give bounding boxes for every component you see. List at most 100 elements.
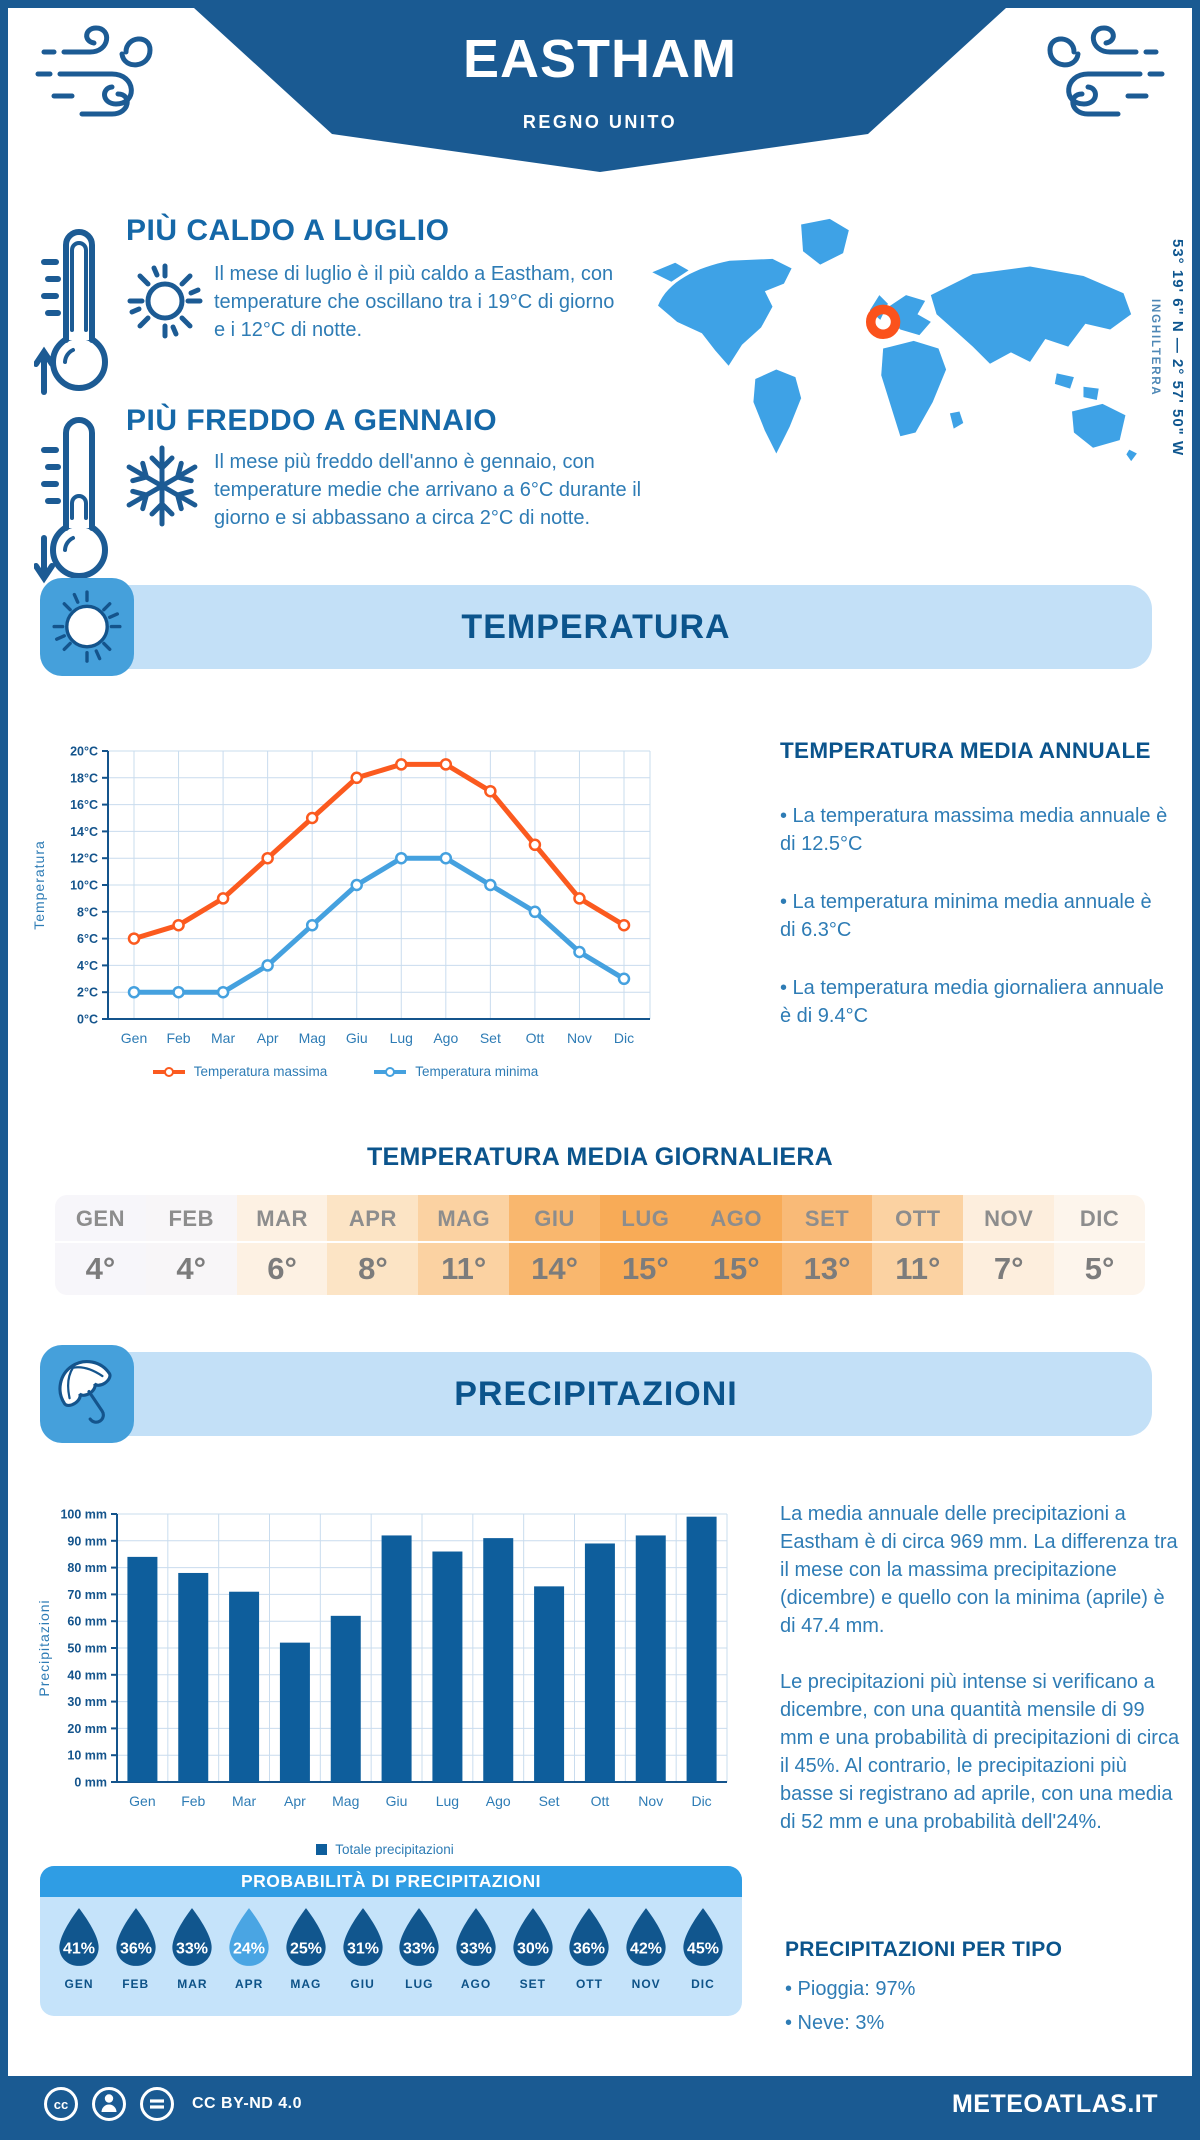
svg-text:36%: 36% (573, 1941, 605, 1958)
svg-text:2°C: 2°C (77, 986, 98, 1000)
daily-temp-month: MAG (418, 1195, 510, 1243)
hottest-month-title: PIÙ CALDO A LUGLIO (126, 214, 450, 247)
temperature-section-title: TEMPERATURA (40, 585, 1152, 669)
daily-temp-month: NOV (963, 1195, 1055, 1243)
svg-text:90 mm: 90 mm (67, 1534, 107, 1548)
daily-temp-value: 11° (895, 1251, 941, 1286)
page-subtitle: REGNO UNITO (522, 112, 678, 132)
probability-month-label: AGO (460, 1977, 492, 1991)
thermometer-down-icon (34, 417, 108, 584)
daily-temp-cell: GEN 4° (55, 1195, 146, 1295)
annual-max-bullet: • La temperatura massima media annuale è… (780, 805, 1168, 855)
hottest-month-text: Il mese di luglio è il più caldo a Easth… (214, 263, 615, 341)
precipitation-types-title: PRECIPITAZIONI PER TIPO (785, 1938, 1063, 1961)
precipitation-bar-chart: 0 mm 10 mm 20 mm 30 mm 40 mm 50 mm 60 mm 70 mm 8… (36, 1508, 728, 1809)
daily-temp-month: LUG (599, 1195, 691, 1243)
temperature-line-chart: 0°C 2°C 4°C 6°C 8°C 10°C 12°C 14°C 16°C 18°C 20°C G… (31, 745, 651, 1046)
legend-item: Totale precipitazioni (316, 1842, 454, 1857)
svg-text:80 mm: 80 mm (67, 1561, 107, 1575)
precipitation-chart-legend: Totale precipitazioni (35, 1842, 735, 1857)
daily-temp-cell: NOV 7° (963, 1195, 1055, 1295)
daily-temp-month: APR (327, 1195, 419, 1243)
rain-type-item: • Pioggia: 97% (785, 1978, 916, 2000)
svg-text:60 mm: 60 mm (67, 1615, 107, 1629)
probability-month-label: DIC (691, 1977, 715, 1991)
svg-text:16°C: 16°C (70, 798, 98, 812)
probability-month-label: GEN (64, 1977, 94, 1991)
daily-temp-value: 4° (85, 1251, 116, 1286)
probability-drop: 33% MAR (165, 1906, 219, 1991)
svg-text:50 mm: 50 mm (67, 1642, 107, 1656)
legend-item: Temperatura minima (373, 1064, 538, 1079)
probability-drop: 24% APR (222, 1906, 276, 1991)
probability-month-label: NOV (631, 1977, 661, 1991)
svg-text:Dic: Dic (614, 1030, 634, 1046)
svg-text:Ago: Ago (433, 1030, 458, 1046)
cc-by-person-icon (92, 2087, 126, 2121)
svg-text:45%: 45% (687, 1941, 719, 1958)
daily-temp-value: 14° (531, 1251, 578, 1286)
probability-drop: 42% NOV (619, 1906, 673, 1991)
daily-temp-cell: APR 8° (327, 1195, 419, 1295)
svg-text:36%: 36% (120, 1941, 152, 1958)
daily-temp-value: 6° (267, 1251, 297, 1286)
svg-text:Lug: Lug (390, 1030, 413, 1046)
svg-text:0°C: 0°C (77, 1013, 98, 1027)
annual-daily-bullet: • La temperatura media giornaliera annua… (780, 977, 1164, 1027)
daily-temp-month: MAR (236, 1195, 328, 1243)
footer: cc CC BY-ND 4.0 METEOATLAS.IT (8, 2076, 1192, 2132)
water-drop-icon: 41% (59, 1908, 99, 1966)
svg-text:8°C: 8°C (77, 905, 98, 919)
svg-text:70 mm: 70 mm (67, 1588, 107, 1602)
precipitation-types-block: PRECIPITAZIONI PER TIPO • Pioggia: 97% •… (785, 1938, 1062, 2040)
daily-temp-cell: GIU 14° (509, 1195, 600, 1295)
world-map (652, 218, 1137, 462)
svg-text:Apr: Apr (284, 1793, 306, 1809)
daily-temperature-table: GEN 4° FEB 4° MAR 6° APR 8° MAG 11° GIU 14° LUG 15° AG… (55, 1195, 1145, 1295)
svg-text:33%: 33% (460, 1941, 492, 1958)
sun-icon (127, 263, 203, 339)
probability-month-label: APR (234, 1977, 264, 1991)
probability-drop: 41% GEN (52, 1906, 106, 1991)
daily-temp-cell: MAR 6° (236, 1195, 328, 1295)
svg-text:10 mm: 10 mm (67, 1749, 107, 1763)
svg-text:Giu: Giu (346, 1030, 368, 1046)
svg-text:6°C: 6°C (77, 932, 98, 946)
precipitation-paragraph: La media annuale delle precipitazioni a … (780, 1503, 1178, 1637)
daily-temp-value: 15° (621, 1251, 669, 1286)
svg-text:Temperatura: Temperatura (31, 840, 47, 930)
temperature-chart-legend: Temperatura massima Temperatura minima (30, 1064, 660, 1079)
cc-nd-icon (140, 2087, 174, 2121)
daily-temp-month: AGO (690, 1195, 782, 1243)
site-logo: METEOATLAS.IT (951, 2089, 1158, 2118)
legend-item: Temperatura massima (152, 1064, 327, 1079)
svg-text:0 mm: 0 mm (74, 1776, 107, 1790)
probability-month-label: GIU (350, 1977, 375, 1991)
snowflake-icon (126, 445, 198, 527)
legend-label: Temperatura minima (415, 1064, 539, 1079)
coldest-month-text: Il mese più freddo dell'anno è gennaio, … (214, 451, 642, 529)
legend-label: Totale precipitazioni (335, 1842, 454, 1857)
probability-month-label: MAG (290, 1977, 322, 1991)
probability-drop: 33% AGO (449, 1906, 503, 1991)
cc-icon: cc (44, 2087, 78, 2121)
precipitation-section-title: PRECIPITAZIONI (40, 1352, 1152, 1436)
legend-marker (152, 1066, 185, 1077)
svg-text:100 mm: 100 mm (60, 1508, 107, 1522)
daily-temp-cell: LUG 15° (599, 1195, 691, 1295)
location-marker (865, 304, 901, 339)
svg-text:30 mm: 30 mm (67, 1695, 107, 1709)
probability-drops-row: 41% GEN 36% FEB 33% MAR 24% APR 25% MAG 31% GIU 33% L… (40, 1897, 742, 1991)
water-drop-icon: 30% (513, 1908, 553, 1966)
water-drop-icon: 36% (116, 1908, 156, 1966)
daily-temp-value: 4° (176, 1251, 207, 1286)
svg-text:Ott: Ott (526, 1030, 545, 1046)
svg-text:10°C: 10°C (70, 879, 98, 893)
wind-icon (35, 25, 153, 117)
daily-temp-month: DIC (1054, 1195, 1145, 1243)
daily-temp-value: 11° (441, 1251, 487, 1286)
svg-text:20 mm: 20 mm (67, 1722, 107, 1736)
precipitation-text-block: La media annuale delle precipitazioni a … (780, 1500, 1182, 1864)
probability-drop: 33% LUG (392, 1906, 446, 1991)
daily-temp-cell: FEB 4° (145, 1195, 237, 1295)
